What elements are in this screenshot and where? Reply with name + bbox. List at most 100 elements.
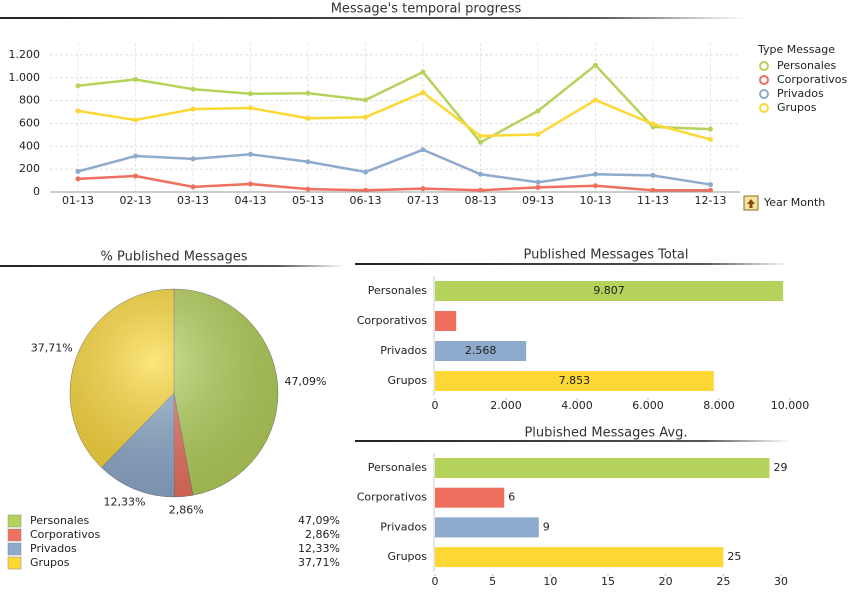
category-label: Grupos: [388, 374, 428, 387]
x-tick-label: 0: [432, 399, 439, 412]
point: [248, 151, 253, 157]
point: [420, 69, 426, 75]
y-tick-label: 400: [19, 139, 40, 152]
y-tick-label: 800: [19, 94, 40, 107]
x-tick-label: 05-13: [292, 194, 324, 207]
legend-value: 37,71%: [298, 556, 340, 569]
point: [75, 108, 81, 114]
category-label: Corporativos: [357, 314, 428, 327]
bar: [435, 547, 724, 568]
legend-label: Privados: [777, 87, 824, 100]
value-label: 9: [543, 520, 550, 533]
legend-label: Grupos: [30, 556, 70, 569]
legend-swatch: [7, 514, 22, 528]
point: [593, 97, 598, 103]
x-tick-label: 5: [489, 575, 496, 588]
point: [363, 169, 368, 175]
x-tick-label: 07-13: [407, 194, 439, 207]
title-underline: [0, 265, 345, 267]
y-tick-label: 600: [19, 116, 40, 129]
point: [305, 186, 311, 192]
legend-label: Personales: [777, 59, 837, 72]
series-line: [77, 148, 711, 186]
legend-swatch: [7, 528, 22, 542]
point: [363, 97, 368, 103]
y-tick-label: 1.200: [9, 48, 41, 61]
point: [133, 76, 138, 82]
point: [363, 114, 368, 120]
point: [708, 187, 713, 193]
point: [478, 139, 483, 145]
point: [248, 105, 253, 111]
point: [133, 117, 138, 123]
bar: [435, 311, 457, 331]
bar: [435, 371, 714, 391]
sort-icon[interactable]: [743, 195, 759, 211]
x-axis-label: Year Month: [763, 196, 825, 209]
y-tick-label: 0: [33, 185, 40, 198]
x-tick-label: 8.000: [703, 399, 735, 412]
legend-swatch: [7, 556, 22, 570]
point: [708, 136, 713, 142]
x-tick-label: 20: [659, 575, 673, 588]
y-tick-label: 1.000: [9, 71, 41, 84]
category-label: Corporativos: [357, 491, 428, 504]
x-tick-label: 06-13: [350, 194, 382, 207]
point: [75, 176, 81, 182]
point: [190, 86, 196, 92]
legend-value: 12,33%: [298, 542, 340, 555]
title-underline: [355, 263, 790, 265]
point: [190, 184, 196, 190]
legend-marker: [759, 89, 769, 99]
point: [248, 91, 253, 97]
legend-label: Privados: [30, 542, 77, 555]
legend-marker: [759, 61, 769, 71]
value-label: 25: [727, 550, 741, 563]
x-tick-label: 25: [716, 575, 730, 588]
slice-label: 12,33%: [104, 495, 146, 508]
point: [708, 126, 713, 132]
series-line: [77, 174, 711, 192]
slice-label: 47,09%: [284, 375, 326, 388]
point: [248, 181, 253, 187]
point: [535, 108, 541, 114]
category-label: Privados: [380, 344, 427, 357]
point: [133, 153, 138, 159]
x-tick-label: 01-13: [62, 194, 94, 207]
point: [190, 106, 196, 112]
chart-title: Plubished Messages Avg.: [524, 426, 687, 441]
point: [420, 186, 426, 192]
point: [305, 90, 311, 96]
pie-slice: [173, 288, 279, 496]
legend-label: Corporativos: [777, 73, 848, 86]
point: [478, 187, 483, 193]
legend-label: Corporativos: [30, 528, 101, 541]
series-line: [77, 91, 711, 141]
category-label: Grupos: [388, 550, 428, 563]
point: [420, 90, 426, 96]
x-tick-label: 04-13: [235, 194, 267, 207]
value-label: 6: [508, 491, 515, 504]
bar: [435, 281, 784, 301]
bar: [435, 341, 527, 361]
legend-swatch: [7, 542, 22, 556]
point: [535, 179, 541, 185]
x-tick-label: 10: [543, 575, 557, 588]
x-tick-label: 4.000: [561, 399, 593, 412]
value-label: 9.807: [593, 284, 625, 297]
category-label: Personales: [368, 461, 428, 474]
chart-title: Message's temporal progress: [331, 2, 522, 17]
value-label: 2.568: [465, 344, 497, 357]
x-tick-label: 02-13: [120, 194, 152, 207]
slice-label: 2,86%: [169, 503, 204, 516]
bar: [435, 517, 539, 538]
slice-label: 37,71%: [31, 342, 73, 355]
value-label: 29: [773, 461, 787, 474]
legend-value: 47,09%: [298, 514, 340, 527]
chart-title: % Published Messages: [101, 250, 248, 265]
series-line: [77, 63, 711, 144]
legend-marker: [759, 75, 769, 85]
x-tick-label: 12-13: [695, 194, 727, 207]
x-tick-label: 15: [601, 575, 615, 588]
title-underline: [0, 17, 745, 19]
